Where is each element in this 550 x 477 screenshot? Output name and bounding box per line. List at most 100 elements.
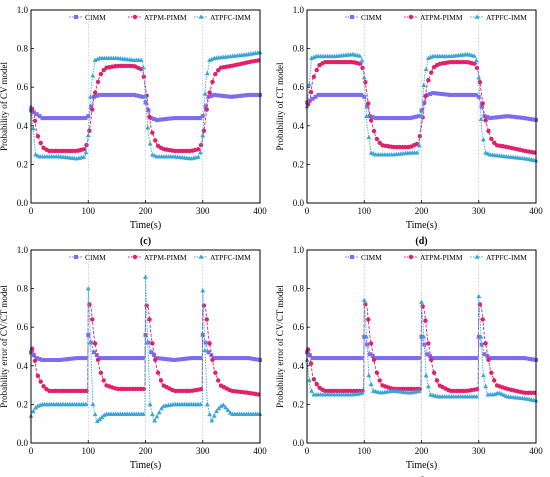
data-point [308,90,314,95]
data-point [195,116,200,121]
data-point [229,94,234,99]
data-point [396,116,401,121]
data-point [485,115,490,120]
data-point [149,411,155,417]
data-point [480,136,486,142]
data-point [120,356,125,361]
data-point [465,356,470,361]
data-point [347,356,352,361]
x-tick-label: 100 [358,206,372,216]
data-point [528,117,533,122]
data-point [439,356,444,361]
data-point [360,65,365,71]
data-point [488,356,493,361]
data-point [342,92,347,97]
series-atpm-pimm [305,59,537,155]
data-point [364,113,369,118]
data-point [308,361,314,366]
data-point [456,92,461,97]
data-point [522,356,527,361]
data-point [390,116,395,121]
data-point [513,356,518,361]
data-point [310,356,315,361]
data-point [522,116,527,121]
data-point [393,356,398,361]
data-point [217,93,222,98]
data-point [491,356,496,361]
data-point [225,407,231,412]
data-point [252,92,257,97]
data-point [246,356,251,361]
series-cimm [305,334,538,363]
y-tick-label: 0.4 [293,121,305,131]
data-point [371,357,377,363]
data-point [309,55,314,61]
x-tick-label: 100 [82,206,96,216]
data-point [359,57,365,63]
data-point [154,118,159,123]
data-point [314,381,319,387]
data-point [98,71,104,77]
data-point [356,356,361,361]
data-point [502,356,507,361]
legend-label: CIMM [361,13,382,22]
data-point [103,92,108,97]
data-point [210,357,215,363]
data-point [322,356,327,361]
data-point [422,342,427,347]
data-point [465,92,470,97]
data-point [132,356,137,361]
data-point [83,116,88,121]
data-point [95,357,101,363]
data-point [426,341,431,346]
data-point [134,356,139,361]
data-point [365,104,370,109]
data-point [353,356,358,361]
data-point [150,130,155,135]
data-point [502,114,507,119]
data-point [81,154,87,159]
y-tick-label: 0.0 [293,198,305,208]
data-point [429,70,434,75]
data-point [91,350,96,355]
series-atpm-pimm [305,301,537,396]
data-point [356,92,361,97]
data-point [206,350,211,355]
chart-panel: 0 100 200 300 400 0.0 0.2 0.4 0.6 0.8 1.0 Time(s) Pr… [0,245,267,477]
y-tick-label: 0.8 [293,44,305,54]
data-point [393,116,398,121]
legend-entry: ATPFC-IMM [470,13,527,22]
data-point [370,354,375,359]
data-point [423,93,428,99]
series-atpfc-imm [28,274,263,424]
data-point [220,93,225,98]
data-point [35,373,41,379]
data-point [132,92,137,97]
data-point [473,92,478,97]
data-point [37,114,42,119]
data-point [513,115,518,120]
x-tick-label: 200 [139,446,153,456]
data-point [37,357,42,362]
legend-entry: ATPFC-IMM [470,253,527,262]
legend-label: ATPFC-IMM [486,253,527,262]
data-point [174,357,179,362]
data-point [426,78,431,83]
data-point [90,107,95,112]
y-tick-label: 0.6 [17,82,29,92]
data-point [496,356,501,361]
y-tick-label: 1.0 [17,245,29,255]
data-point [77,116,82,121]
y-tick-label: 0.4 [17,361,29,371]
data-point [57,358,62,363]
data-point [531,117,536,122]
data-point [336,92,341,97]
data-point [366,317,371,322]
data-point [416,388,422,393]
data-point [166,357,171,362]
data-point [525,356,530,361]
data-point [97,92,102,97]
data-point [200,287,206,293]
legend-marker [350,15,354,19]
data-point [35,134,41,139]
